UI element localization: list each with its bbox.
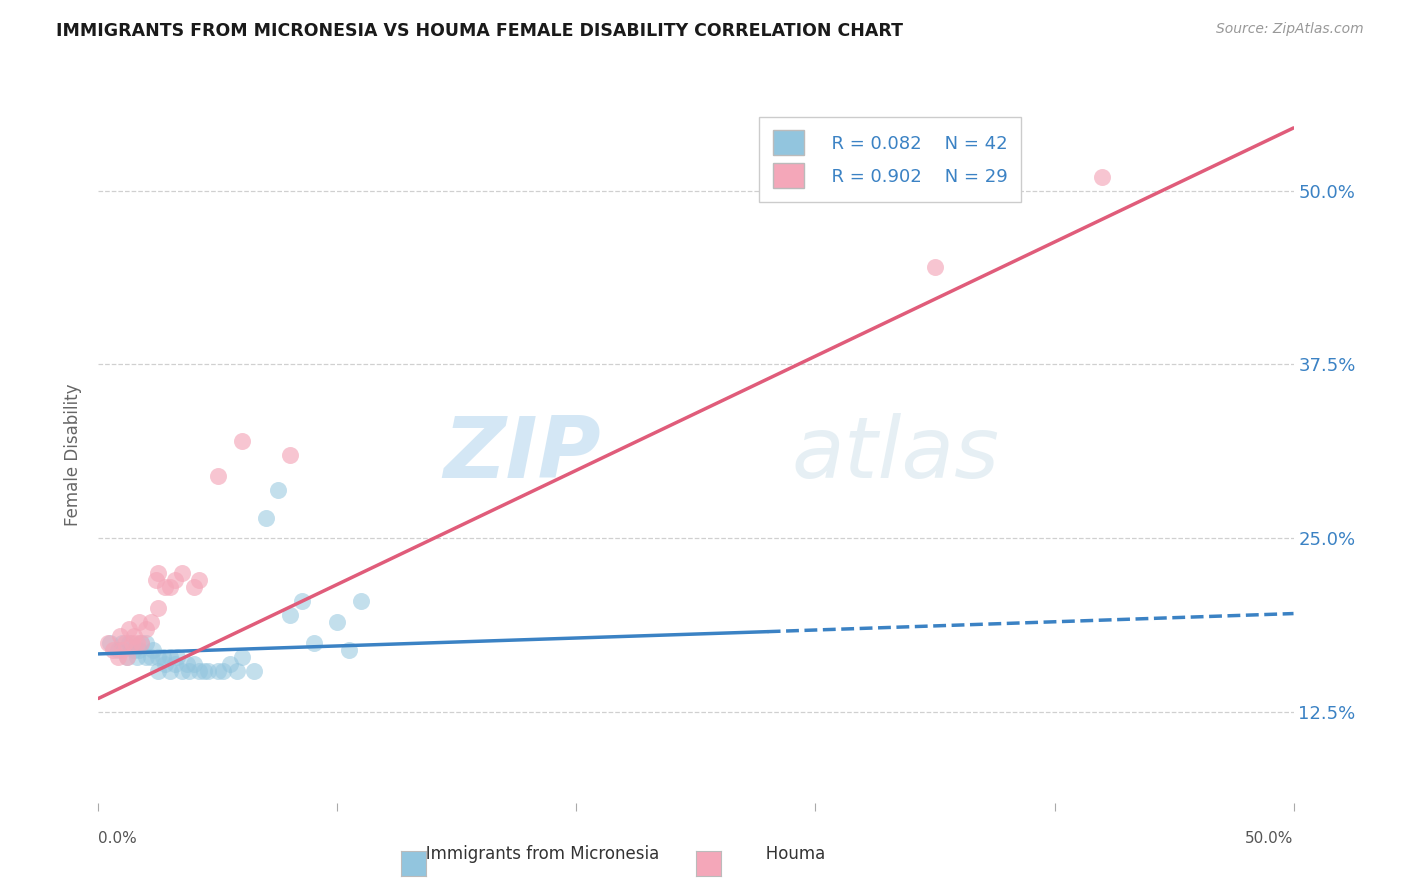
Point [1091, 169, 1114, 184]
Point [231, 649, 253, 664]
Point [145, 573, 167, 587]
Point [219, 657, 242, 671]
Point [226, 664, 249, 678]
Point [111, 636, 134, 650]
Legend:   R = 0.082    N = 42,   R = 0.902    N = 29: R = 0.082 N = 42, R = 0.902 N = 29 [759, 117, 1021, 202]
Point [128, 642, 150, 657]
Point [155, 580, 177, 594]
Point [155, 657, 177, 671]
Text: atlas: atlas [792, 413, 1000, 497]
Point [267, 483, 290, 497]
Point [131, 636, 153, 650]
Point [152, 649, 174, 664]
Point [278, 607, 301, 622]
Y-axis label: Female Disability: Female Disability [65, 384, 83, 526]
Point [115, 649, 138, 664]
Point [118, 622, 141, 636]
Point [163, 573, 186, 587]
Point [115, 649, 138, 664]
Point [97, 636, 120, 650]
Text: Source: ZipAtlas.com: Source: ZipAtlas.com [1216, 22, 1364, 37]
Point [142, 642, 165, 657]
Point [231, 434, 253, 448]
Point [125, 649, 148, 664]
Point [278, 448, 301, 462]
Point [114, 636, 136, 650]
Point [148, 601, 170, 615]
Point [243, 664, 266, 678]
Point [254, 510, 277, 524]
Point [350, 594, 373, 608]
Point [302, 636, 325, 650]
Point [139, 649, 162, 664]
Point [172, 566, 194, 581]
Point [187, 664, 209, 678]
Point [159, 649, 181, 664]
Point [176, 657, 198, 671]
Text: Houma: Houma [749, 846, 825, 863]
Point [111, 642, 134, 657]
Point [326, 615, 349, 629]
Point [121, 636, 143, 650]
Point [124, 642, 146, 657]
Point [131, 636, 153, 650]
Point [118, 636, 141, 650]
Point [107, 642, 129, 657]
Point [211, 664, 233, 678]
Point [207, 664, 229, 678]
Point [125, 636, 148, 650]
Point [108, 629, 131, 643]
Point [128, 615, 150, 629]
Point [107, 649, 129, 664]
Point [148, 664, 170, 678]
Point [187, 573, 209, 587]
Point [124, 629, 146, 643]
Point [183, 580, 205, 594]
Text: 0.0%: 0.0% [98, 831, 138, 847]
Point [197, 664, 219, 678]
Point [193, 664, 215, 678]
Point [101, 642, 124, 657]
Point [159, 664, 181, 678]
Point [135, 649, 157, 664]
Point [159, 580, 181, 594]
Point [291, 594, 314, 608]
Point [172, 664, 194, 678]
Point [924, 260, 946, 274]
Point [139, 615, 162, 629]
Point [179, 664, 201, 678]
Point [148, 649, 170, 664]
Text: Immigrants from Micronesia: Immigrants from Micronesia [409, 846, 659, 863]
Point [166, 649, 188, 664]
Point [183, 657, 205, 671]
Point [135, 622, 157, 636]
Point [135, 636, 157, 650]
Point [148, 566, 170, 581]
Point [339, 642, 360, 657]
Point [163, 657, 186, 671]
Point [207, 468, 229, 483]
Point [98, 636, 122, 650]
Text: 50.0%: 50.0% [1246, 831, 1294, 847]
Text: ZIP: ZIP [443, 413, 600, 497]
Text: IMMIGRANTS FROM MICRONESIA VS HOUMA FEMALE DISABILITY CORRELATION CHART: IMMIGRANTS FROM MICRONESIA VS HOUMA FEMA… [56, 22, 903, 40]
